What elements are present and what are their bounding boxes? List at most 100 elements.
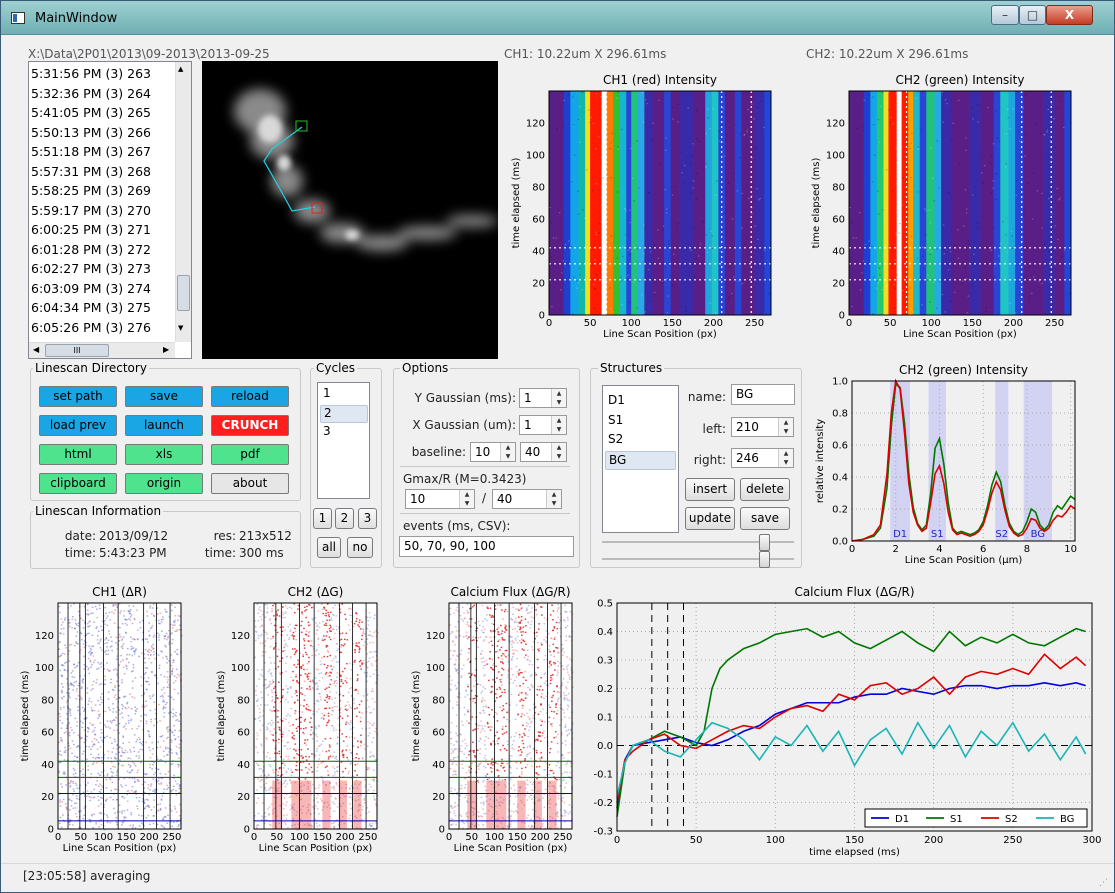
microscope-image[interactable] (202, 61, 498, 359)
reload-button[interactable]: reload (211, 386, 289, 407)
file-list-item[interactable]: 6:04:34 PM (3) 275 (31, 300, 151, 315)
baseline-to-spinbox[interactable]: 40 ▲ ▼ (520, 442, 567, 462)
structure-right-stepper-icon[interactable]: ▲ ▼ (778, 449, 793, 467)
structure-left-spinbox[interactable]: 210 ▲ ▼ (731, 417, 794, 437)
minimize-button[interactable]: – (991, 5, 1019, 25)
structure-slider-1-track[interactable] (602, 541, 794, 543)
gmax-to-stepper-icon[interactable]: ▲ ▼ (546, 490, 561, 508)
structure-name-input[interactable]: BG (731, 384, 795, 405)
baseline-from-stepper-icon[interactable]: ▲ ▼ (500, 443, 515, 461)
cycle-select-3-button[interactable]: 3 (358, 508, 377, 529)
structure-left-stepper-icon[interactable]: ▲ ▼ (778, 418, 793, 436)
file-list-item[interactable]: 6:02:27 PM (3) 273 (31, 261, 151, 276)
launch-button[interactable]: launch (125, 415, 203, 436)
heatmap-cell (68, 622, 70, 624)
file-list-hscroll-thumb[interactable]: III (45, 344, 109, 357)
heatmap-cell (270, 724, 273, 726)
plot-title: CH1 (ΔR) (92, 585, 147, 599)
scroll-right-icon[interactable]: ▶ (163, 345, 170, 354)
file-list-vscrollbar[interactable]: ▲ ▼ (175, 62, 191, 342)
pdf-button[interactable]: pdf (211, 444, 289, 465)
file-list-item[interactable]: 5:59:17 PM (3) 270 (31, 202, 151, 218)
heatmap-cell (555, 736, 557, 738)
structure-item[interactable]: S2 (608, 432, 624, 446)
structure-delete-button[interactable]: delete (740, 478, 790, 501)
heatmap-cell (130, 719, 132, 722)
file-list-item[interactable]: 5:57:31 PM (3) 268 (31, 163, 151, 179)
structure-slider-2-track[interactable] (602, 558, 794, 560)
cycle-item[interactable]: 3 (323, 424, 331, 438)
structure-slider-1-thumb[interactable] (759, 534, 771, 551)
file-list-item[interactable]: 5:32:36 PM (3) 264 (31, 85, 151, 101)
heatmap-noise (611, 240, 613, 242)
roi-start-marker[interactable] (295, 120, 308, 132)
heatmap-cell (570, 669, 573, 671)
heatmap-cell (295, 639, 297, 641)
scroll-left-icon[interactable]: ◀ (33, 345, 40, 354)
xls-button[interactable]: xls (125, 444, 203, 465)
heatmap-cell (126, 702, 129, 705)
file-list-hscrollbar[interactable]: ◀ III ▶ (29, 342, 175, 358)
baseline-to-stepper-icon[interactable]: ▲ ▼ (551, 443, 566, 461)
y-gaussian-spinbox[interactable]: 1 ▲ ▼ (519, 388, 567, 408)
y-gaussian-stepper-icon[interactable]: ▲ ▼ (551, 389, 566, 407)
heatmap-cell (332, 755, 335, 758)
structure-slider-2-thumb[interactable] (759, 551, 771, 568)
heatmap-noise (1020, 289, 1022, 291)
file-list-item[interactable]: 6:01:28 PM (3) 272 (31, 241, 151, 257)
load-prev-button[interactable]: load prev (39, 415, 117, 436)
clipboard-button[interactable]: clipboard (39, 473, 117, 494)
html-button[interactable]: html (39, 444, 117, 465)
structure-update-button[interactable]: update (685, 507, 735, 530)
gmax-from-stepper-icon[interactable]: ▲ ▼ (459, 490, 474, 508)
cycle-item[interactable]: 2 (320, 405, 368, 423)
file-list-item[interactable]: 6:00:25 PM (3) 271 (31, 222, 151, 237)
file-list-item[interactable]: 5:51:18 PM (3) 267 (31, 144, 151, 159)
heatmap-cell (328, 619, 331, 621)
scroll-up-icon[interactable]: ▲ (178, 65, 184, 73)
structures-list[interactable]: D1 S1 S2 BG (602, 385, 679, 533)
heatmap-cell (472, 606, 474, 608)
cycle-select-2-button[interactable]: 2 (335, 508, 354, 529)
file-list-item[interactable]: 5:31:56 PM (3) 263 (31, 66, 151, 81)
gmax-to-spinbox[interactable]: 40 ▲ ▼ (492, 489, 562, 509)
maximize-button[interactable]: □ (1019, 5, 1046, 25)
file-list-vscroll-thumb[interactable] (177, 275, 190, 311)
cycle-item[interactable]: 1 (323, 386, 331, 400)
baseline-from-spinbox[interactable]: 10 ▲ ▼ (470, 442, 516, 462)
structure-item[interactable]: D1 (608, 393, 625, 407)
save-button[interactable]: save (125, 386, 203, 407)
structure-right-spinbox[interactable]: 246 ▲ ▼ (731, 448, 794, 468)
cycle-select-no-button[interactable]: no (347, 537, 373, 558)
heatmap-noise (644, 311, 647, 313)
structure-item[interactable]: S1 (608, 412, 624, 427)
file-list-item[interactable]: 6:05:26 PM (3) 276 (31, 319, 151, 335)
set-path-button[interactable]: set path (39, 386, 117, 407)
heatmap-cell (500, 655, 503, 657)
structure-save-button[interactable]: save (740, 507, 790, 530)
origin-button[interactable]: origin (125, 473, 203, 494)
crunch-button[interactable]: CRUNCH (211, 415, 289, 436)
file-list-item[interactable]: 5:58:25 PM (3) 269 (31, 183, 151, 198)
gmax-from-spinbox[interactable]: 10 ▲ ▼ (405, 489, 475, 509)
file-list-item[interactable]: 6:03:09 PM (3) 274 (31, 280, 151, 296)
title-bar[interactable]: MainWindow – □ X (1, 1, 1114, 35)
heatmap-cell (449, 731, 452, 734)
about-button[interactable]: about (211, 473, 289, 494)
scroll-down-icon[interactable]: ▼ (178, 324, 184, 332)
structure-item[interactable]: BG (605, 450, 676, 470)
cycle-select-all-button[interactable]: all (317, 537, 341, 558)
structure-insert-button[interactable]: insert (685, 478, 735, 501)
x-gaussian-spinbox[interactable]: 1 ▲ ▼ (519, 415, 567, 435)
cycle-select-1-button[interactable]: 1 (313, 508, 332, 529)
x-gaussian-stepper-icon[interactable]: ▲ ▼ (551, 416, 566, 434)
roi-end-marker[interactable] (311, 202, 323, 214)
heatmap-cell (269, 683, 272, 685)
linescan-file-list[interactable]: 5:31:56 PM (3) 263 5:32:36 PM (3) 264 5:41… (28, 61, 192, 359)
file-list-item[interactable]: 5:41:05 PM (3) 265 (31, 105, 151, 120)
file-list-item[interactable]: 5:50:13 PM (3) 266 (31, 124, 151, 140)
heatmap-cell (166, 788, 168, 790)
close-button[interactable]: X (1046, 5, 1093, 25)
events-input[interactable]: 50, 70, 90, 100 (399, 536, 574, 557)
